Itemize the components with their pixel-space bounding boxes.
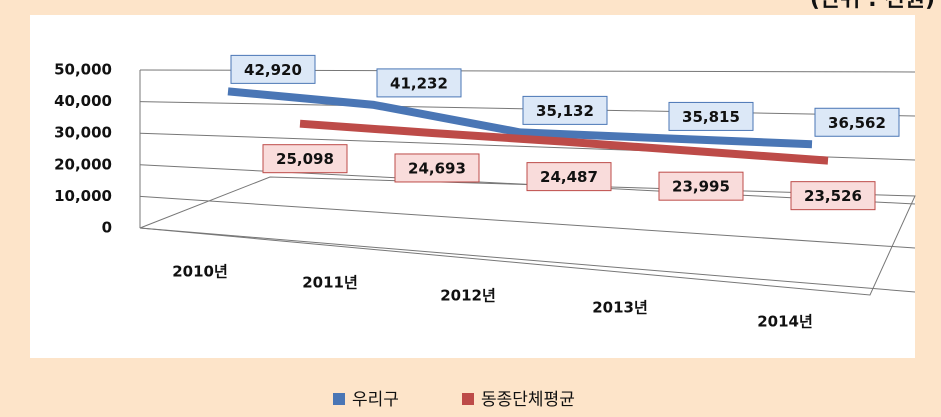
legend-label: 우리구 [352,390,399,410]
x-tick-label: 2013년 [592,299,648,317]
data-label: 24,487 [540,168,598,186]
data-label-box [658,171,744,201]
x-tick-label: 2011년 [302,274,358,292]
data-label: 36,562 [828,114,886,132]
y-tick-label: 20,000 [54,155,112,173]
data-label: 23,995 [672,178,730,196]
x-tick-label: 2014년 [757,313,813,331]
y-tick-label: 10,000 [54,187,112,205]
data-label-box [262,144,348,174]
data-label-box [814,107,900,137]
y-tick-label: 40,000 [54,92,112,110]
x-tick-label: 2010년 [172,263,228,281]
data-label: 25,098 [276,150,334,168]
legend-swatch [333,393,345,405]
floor [139,176,916,296]
legend-swatch [462,393,474,405]
subtitle: (단위 : 천원) [810,0,935,12]
data-label-box [526,162,612,192]
data-label-box [522,95,608,125]
data-label-box [394,153,480,183]
data-label: 35,815 [682,108,740,126]
legend-label: 동종단체평균 [481,390,575,410]
data-label-box [376,68,462,98]
grid-line [139,195,916,249]
data-label-box [790,181,876,211]
grid-line [139,227,916,293]
data-label: 24,693 [408,159,466,177]
plot-area [30,15,915,358]
series-line [227,87,813,149]
data-label: 42,920 [244,61,302,79]
data-label: 35,132 [536,102,594,120]
y-tick-label: 0 [102,219,112,237]
series-line [299,119,829,165]
data-label-box [668,101,754,131]
x-tick-label: 2012년 [440,287,496,305]
data-label-box [230,54,316,84]
data-label: 23,526 [804,187,862,205]
y-tick-label: 30,000 [54,124,112,142]
data-label: 41,232 [390,74,448,92]
y-tick-label: 50,000 [54,61,112,79]
